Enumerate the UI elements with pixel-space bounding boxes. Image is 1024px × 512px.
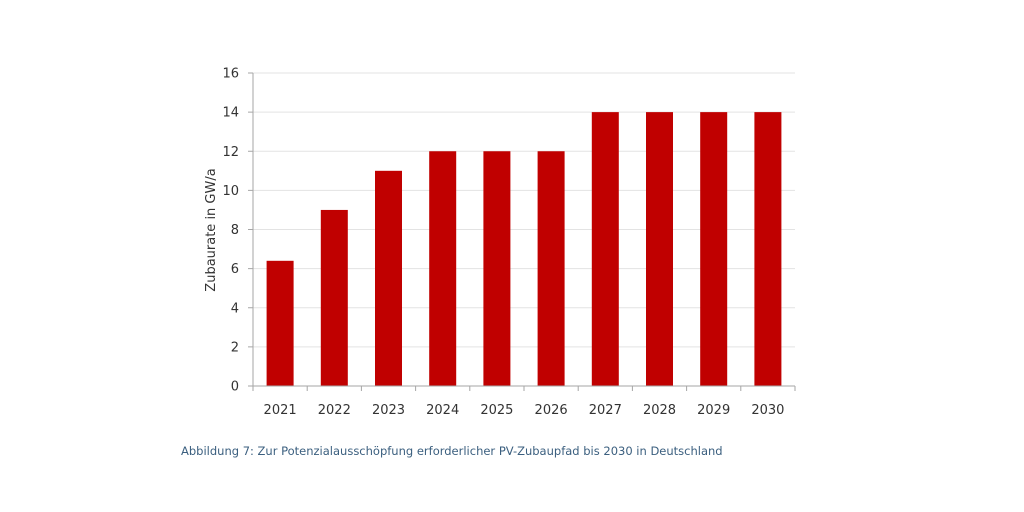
- axes: [248, 72, 796, 391]
- tick-labels: 0 2 4 6 8 10 12 14 16 2021 2022 2023 2024 2025 2026 202…: [222, 67, 784, 419]
- y-tick-label: 12: [222, 145, 239, 160]
- y-tick-label: 8: [231, 223, 239, 238]
- bar-2028: [646, 112, 673, 386]
- y-tick-label: 14: [222, 106, 239, 121]
- x-tick-label: 2030: [751, 403, 784, 418]
- bar-2027: [591, 112, 619, 386]
- y-tick-label: 16: [222, 67, 239, 82]
- y-axis-title: Zubaurate in GW/a: [204, 168, 219, 291]
- y-tick-label: 0: [231, 380, 239, 395]
- bars: [266, 112, 782, 386]
- bar-2021: [266, 260, 294, 386]
- x-tick-label: 2023: [372, 403, 405, 418]
- bar-2024: [429, 151, 457, 386]
- x-tick-label: 2022: [318, 403, 351, 418]
- bar-2030: [754, 112, 782, 386]
- x-tick-label: 2024: [426, 403, 459, 418]
- y-tick-label: 2: [231, 340, 239, 355]
- bar-chart: 0 2 4 6 8 10 12 14 16 2021 2022 2023 2024 2025 2026 202…: [204, 67, 796, 419]
- x-tick-label: 2028: [643, 403, 676, 418]
- figure-caption: Abbildung 7: Zur Potenzialausschöpfung e…: [181, 444, 723, 458]
- y-tick-label: 6: [231, 262, 239, 277]
- bar-2029: [700, 112, 728, 386]
- bar-2025: [483, 151, 511, 386]
- x-tick-label: 2027: [589, 403, 622, 418]
- x-tick-label: 2029: [697, 403, 730, 418]
- y-tick-label: 10: [222, 184, 239, 199]
- x-tick-label: 2025: [480, 403, 513, 418]
- bar-2026: [537, 151, 565, 386]
- x-tick-label: 2021: [264, 403, 297, 418]
- y-tick-label: 4: [231, 301, 239, 316]
- x-tick-label: 2026: [535, 403, 568, 418]
- bar-2022: [320, 209, 348, 386]
- bar-2023: [375, 170, 402, 386]
